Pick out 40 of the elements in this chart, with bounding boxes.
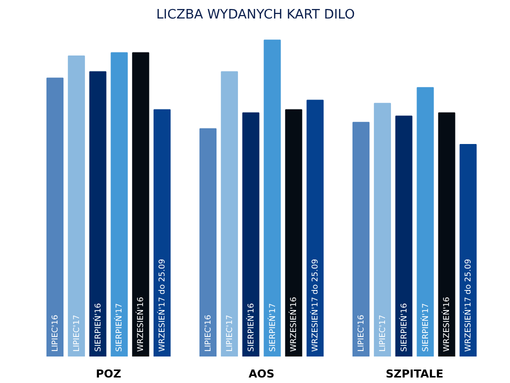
chart-title: LICZBA WYDANYCH KART DILO — [156, 8, 355, 22]
text: SIERPIEŃ'17 — [420, 303, 430, 352]
bar — [199, 128, 217, 356]
x-tick-label: AOS — [248, 368, 275, 380]
bar — [352, 122, 370, 356]
series-label: LIPIEC'17 — [224, 314, 234, 352]
bar — [110, 52, 128, 356]
series-label: SIERPIEŃ'17 — [266, 303, 277, 352]
text: WRZESIEŃ'17 do 25.09 — [310, 258, 320, 352]
text: SIERPIEŃ'16 — [93, 303, 102, 352]
series-label: SIERPIEŃ'16 — [398, 303, 408, 352]
text: WRZESIEŃ'16 — [289, 296, 298, 352]
text: SIERPIEŃ'16 — [246, 303, 256, 352]
text: SIERPIEŃ'17 — [114, 303, 124, 352]
bar — [395, 116, 412, 356]
text: LIPIEC'17 — [378, 314, 387, 352]
text: LIPIEC'16 — [203, 314, 212, 352]
bar — [306, 100, 324, 356]
bar — [132, 52, 150, 356]
bar — [242, 112, 260, 356]
bar — [438, 112, 456, 356]
bar — [154, 109, 171, 356]
series-label: WRZESIEŃ'16 — [441, 296, 452, 352]
bar — [374, 102, 391, 356]
bar — [220, 71, 238, 356]
bar — [89, 71, 106, 356]
text: LIPIEC'17 — [72, 314, 81, 352]
text: WRZESIEŃ'16 — [136, 296, 146, 352]
text: WRZESIEŃ'17 do 25.09 — [464, 258, 473, 352]
bar — [416, 87, 434, 356]
x-tick-label: SZPITALE — [386, 368, 444, 380]
bar — [46, 78, 64, 356]
bar — [68, 55, 85, 356]
bar — [285, 109, 302, 356]
bar — [264, 40, 281, 356]
bar — [460, 144, 477, 356]
x-tick-label: POZ — [96, 368, 122, 380]
series-label: LIPIEC'16 — [50, 314, 60, 352]
series-label: WRZESIEŃ'17 do 25.09 — [156, 258, 167, 352]
text: LIPIEC'16 — [356, 314, 366, 352]
